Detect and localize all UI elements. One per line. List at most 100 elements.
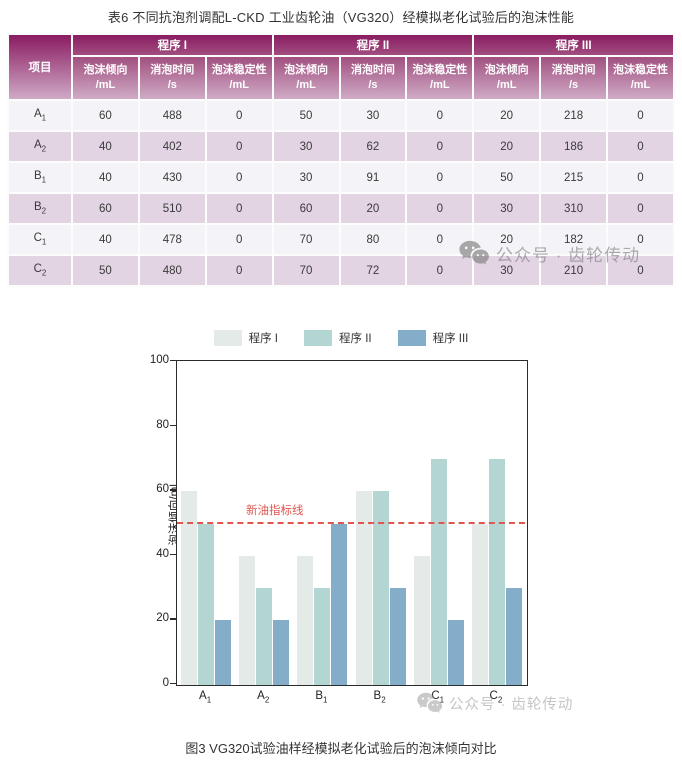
table-row: B2 60 510 0 60 20 0 30 310 0 [9, 194, 673, 223]
value-cell: 70 [273, 256, 339, 285]
value-cell: 40 [73, 225, 138, 254]
y-tick-mark [170, 618, 176, 620]
value-cell: 30 [340, 101, 406, 130]
column-header-line2: /mL [95, 79, 116, 91]
value-cell: 0 [608, 101, 673, 130]
table-header: 项目 程序 I 程序 II 程序 III 泡沫倾向/mL 消泡时间/s 泡沫稳定性/mL 泡沫… [9, 35, 673, 99]
y-tick-label: 0 [162, 677, 169, 689]
value-cell: 480 [139, 256, 205, 285]
row-item-label: A1 [9, 101, 71, 130]
group-header-3: 程序 III [474, 35, 673, 55]
value-cell: 40 [73, 132, 138, 161]
value-cell: 0 [407, 132, 473, 161]
value-cell: 215 [541, 163, 606, 192]
bar-A2-series3 [273, 620, 290, 685]
column-header-line1: 消泡时间 [551, 64, 596, 77]
column-header-line1: 泡沫倾向 [284, 64, 329, 77]
value-cell: 72 [340, 256, 406, 285]
value-cell: 0 [206, 101, 272, 130]
value-cell: 30 [474, 194, 540, 223]
bar-B2-series1 [355, 491, 372, 685]
bar-C2-series2 [488, 458, 505, 685]
table-body: A1 60 488 0 50 30 0 20 218 0 A2 40 402 0 30 62 0 20 186 0 B1… [9, 101, 673, 285]
table-row: B1 40 430 0 30 91 0 50 215 0 [9, 163, 673, 192]
bar-A1-series2 [198, 523, 215, 685]
legend-swatch [213, 330, 242, 346]
y-tick-label: 60 [156, 483, 169, 496]
value-cell: 30 [474, 256, 540, 285]
table-row: C2 50 480 0 70 72 0 30 210 0 [9, 256, 673, 285]
value-cell: 0 [407, 163, 473, 192]
value-cell: 20 [474, 225, 540, 254]
value-cell: 0 [407, 256, 473, 285]
bar-C1-series2 [430, 458, 447, 685]
value-cell: 210 [541, 256, 606, 285]
table-row: A1 60 488 0 50 30 0 20 218 0 [9, 101, 673, 130]
header-row-columns: 泡沫倾向/mL 消泡时间/s 泡沫稳定性/mL 泡沫倾向/mL 消泡时间/s 泡沫稳定性 /… [9, 57, 673, 99]
value-cell: 60 [273, 194, 339, 223]
column-header-line2: /s [167, 79, 177, 91]
legend-item-3: 程序 III [397, 330, 469, 346]
column-header-line1: 消泡时间 [350, 64, 395, 77]
x-axis-label: A1 [199, 690, 212, 705]
value-cell: 488 [139, 101, 205, 130]
value-cell: 80 [340, 225, 406, 254]
value-cell: 0 [608, 225, 673, 254]
bar-C2-series1 [471, 523, 488, 685]
value-cell: 20 [474, 132, 540, 161]
column-header-line1: 泡沫稳定性 [211, 64, 267, 77]
value-cell: 50 [273, 101, 339, 130]
legend-label: 程序 III [432, 333, 469, 345]
value-cell: 70 [273, 225, 339, 254]
group-header-2: 程序 II [273, 35, 473, 55]
column-header-line2: /mL [296, 79, 316, 91]
table-title: 表6 不同抗泡剂调配L-CKD 工业齿轮油（VG320）经模拟老化试验后的泡沫性… [107, 10, 575, 25]
column-header-2-1: 泡沫倾向/mL [273, 57, 339, 99]
value-cell: 310 [541, 194, 606, 223]
y-tick-mark [170, 553, 176, 556]
bar-B1-series2 [314, 588, 331, 685]
value-cell: 0 [608, 194, 673, 223]
value-cell: 91 [340, 163, 406, 192]
reference-line-label: 新油指标线 [246, 504, 304, 517]
row-item-label: C2 [9, 256, 71, 285]
performance-table: 项目 程序 I 程序 II 程序 III 泡沫倾向/mL 消泡时间/s 泡沫稳定性/mL 泡沫… [7, 33, 675, 287]
bar-C1-series3 [447, 620, 464, 685]
legend-swatch [304, 330, 332, 346]
bar-C2-series3 [505, 588, 522, 685]
value-cell: 0 [206, 194, 272, 223]
bar-B2-series2 [372, 491, 389, 685]
y-tick-label: 20 [156, 612, 169, 625]
bar-B1-series1 [297, 555, 314, 685]
column-header-line2: /mL [430, 79, 450, 91]
x-axis-label: C2 [489, 690, 503, 705]
value-cell: 40 [73, 163, 138, 192]
value-cell: 218 [541, 101, 606, 130]
x-axis-label: C1 [431, 690, 445, 705]
y-tick-label: 100 [149, 354, 169, 366]
legend-label: 程序 I [248, 333, 278, 345]
reference-line [177, 521, 525, 524]
column-header-3-2: 消泡时间/s [541, 57, 606, 99]
value-cell: 0 [206, 256, 272, 285]
column-header-line1: 泡沫倾向 [83, 64, 128, 77]
column-header-line2: /s [568, 79, 579, 91]
x-axis-label: A2 [257, 690, 270, 705]
y-tick-label: 80 [156, 418, 169, 431]
row-item-label: A2 [9, 132, 71, 161]
value-cell: 0 [206, 132, 272, 161]
column-header-3-3: 泡沫稳定性/mL [608, 57, 673, 99]
value-cell: 0 [206, 163, 272, 192]
value-cell: 0 [608, 132, 673, 161]
bar-A1-series1 [181, 491, 198, 685]
row-item-label: C1 [9, 225, 71, 254]
value-cell: 478 [139, 225, 205, 254]
value-cell: 182 [541, 225, 606, 254]
bar-C1-series1 [413, 555, 430, 685]
legend-label: 程序 II [339, 333, 372, 345]
column-header-line2: /mL [496, 79, 517, 91]
value-cell: 62 [340, 132, 406, 161]
column-header-line1: 消泡时间 [150, 64, 195, 77]
column-header-line2: /mL [229, 79, 249, 91]
